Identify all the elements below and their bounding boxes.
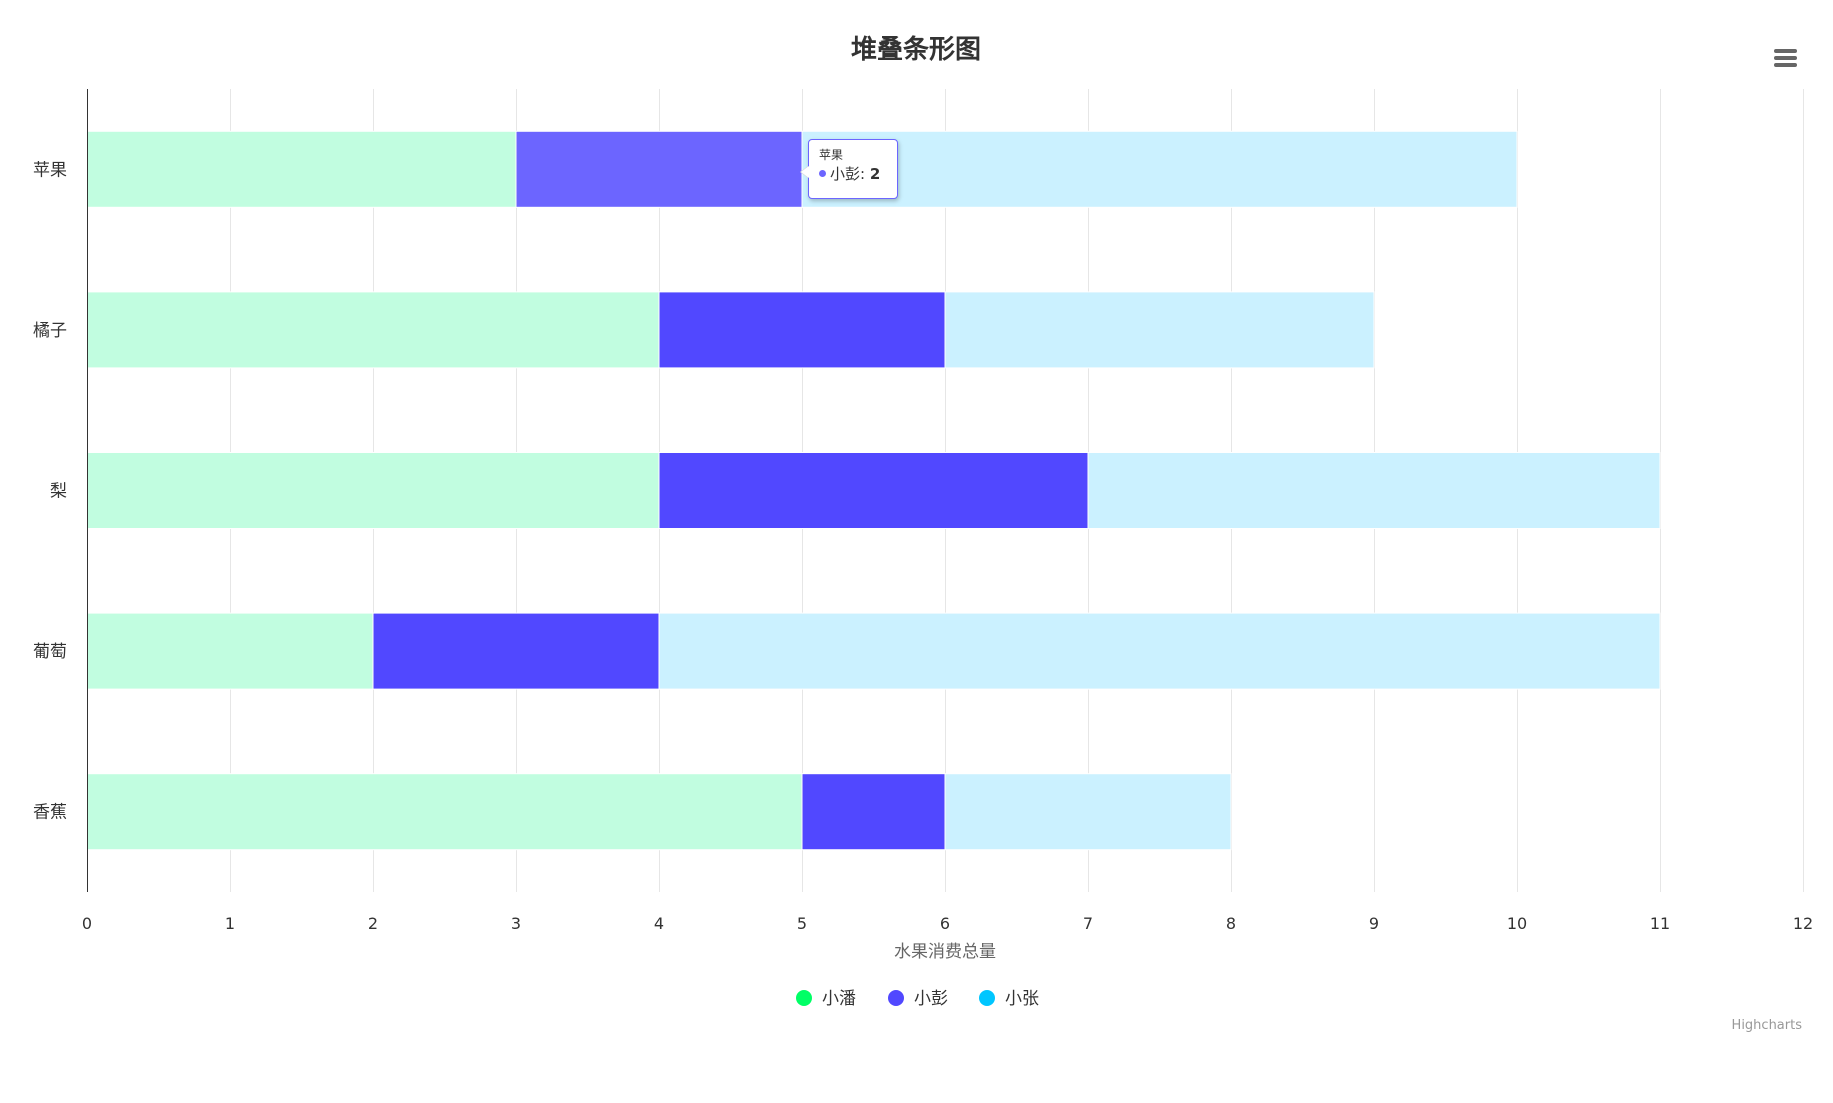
legend-item[interactable]: 小潘 (796, 989, 856, 1009)
legend-item[interactable]: 小张 (979, 989, 1039, 1009)
legend-label: 小张 (1005, 989, 1039, 1009)
bar-segment[interactable] (86, 452, 660, 529)
x-tick-label: 3 (511, 914, 521, 933)
bar-segment[interactable] (801, 130, 1518, 208)
tooltip-series-dot (819, 170, 826, 177)
tooltip-value: 2 (869, 165, 881, 183)
legend-symbol (888, 990, 904, 1006)
legend-symbol (979, 990, 995, 1006)
bar-segment[interactable] (86, 773, 803, 851)
bars (86, 130, 1661, 851)
tooltip: 苹果 小彭: 2 (808, 139, 898, 199)
bar-segment[interactable] (372, 612, 660, 690)
x-tick-label: 9 (1369, 914, 1379, 933)
x-axis-title: 水果消费总量 (894, 942, 996, 962)
y-category-label: 香蕉 (33, 803, 67, 823)
bar-segment[interactable] (658, 612, 1661, 690)
x-tick-label: 12 (1793, 914, 1813, 933)
tooltip-header: 苹果 (819, 148, 844, 162)
legend-label: 小彭 (914, 989, 948, 1009)
x-tick-label: 8 (1226, 914, 1236, 933)
bar-segment[interactable] (944, 291, 1375, 369)
x-tick-label: 5 (797, 914, 807, 933)
x-tick-label: 7 (1083, 914, 1093, 933)
legend-symbol (796, 990, 812, 1006)
y-category-label: 苹果 (33, 160, 67, 180)
tooltip-series-name: 小彭 (830, 165, 861, 183)
credits-link[interactable]: Highcharts (1731, 1018, 1802, 1033)
legend-label: 小潘 (822, 989, 856, 1009)
bar-segment[interactable] (658, 291, 946, 369)
tooltip-row: 小彭: 2 (819, 165, 887, 183)
bar-segment[interactable] (1087, 452, 1661, 529)
bar-segment[interactable] (944, 773, 1232, 851)
bar-segment[interactable] (658, 452, 1089, 529)
x-tick-label: 0 (82, 914, 92, 933)
hamburger-menu-icon[interactable] (1770, 46, 1800, 72)
tooltip-separator: : (860, 165, 866, 183)
x-tick-label: 4 (654, 914, 664, 933)
bar-segment[interactable] (515, 130, 803, 208)
legend: 小潘 小彭 小张 (796, 989, 1039, 1009)
x-tick-label: 10 (1507, 914, 1527, 933)
y-category-label: 葡萄 (33, 642, 67, 662)
y-category-label: 橘子 (33, 321, 67, 341)
bar-segment[interactable] (86, 612, 374, 690)
chart-title: 堆叠条形图 (851, 35, 981, 65)
x-tick-label: 11 (1650, 914, 1670, 933)
bar-segment[interactable] (801, 773, 946, 851)
bar-segment[interactable] (86, 130, 517, 208)
x-tick-label: 1 (225, 914, 235, 933)
bar-segment[interactable] (86, 291, 660, 369)
legend-item[interactable]: 小彭 (888, 989, 948, 1009)
x-tick-label: 6 (940, 914, 950, 933)
y-category-label: 梨 (50, 482, 67, 502)
x-tick-label: 2 (368, 914, 378, 933)
